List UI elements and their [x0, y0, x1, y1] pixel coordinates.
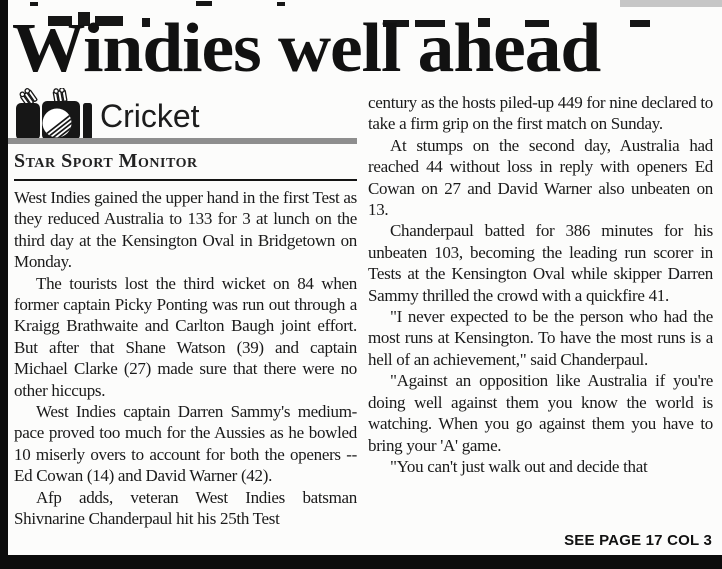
continuation-note: SEE PAGE 17 COL 3 — [564, 532, 712, 549]
paragraph: Chanderpaul batted for 386 minutes for h… — [368, 221, 713, 305]
paragraph: The tourists lost the third wicket on 84… — [14, 273, 357, 400]
paragraph: "Against an opposition like Australia if… — [368, 371, 713, 455]
byline-divider-rule — [14, 179, 357, 181]
page-title: Windies well ahead — [12, 10, 601, 87]
article-column-right: century as the hosts piled-up 449 for ni… — [368, 92, 713, 529]
scan-edge-shadow — [620, 0, 722, 7]
paragraph: Afp adds, veteran West Indies batsman Sh… — [14, 487, 357, 529]
paragraph: West Indies gained the upper hand in the… — [14, 188, 357, 272]
section-divider-rule — [8, 138, 357, 144]
article-column-left: West Indies gained the upper hand in the… — [14, 187, 357, 554]
paragraph: "I never expected to be the person who h… — [368, 307, 713, 369]
paragraph: "You can't just walk out and decide that — [390, 456, 648, 476]
paragraph: At stumps on the second day, Australia h… — [368, 135, 713, 220]
scan-left-border — [0, 0, 8, 561]
paragraph: century as the hosts piled-up 449 for ni… — [368, 93, 713, 134]
scan-bottom-border — [0, 555, 722, 569]
paragraph: West Indies captain Darren Sammy's mediu… — [14, 402, 357, 486]
byline: Star Sport Monitor — [14, 150, 198, 172]
section-label: Cricket — [100, 98, 200, 134]
cricket-icon — [16, 87, 94, 147]
